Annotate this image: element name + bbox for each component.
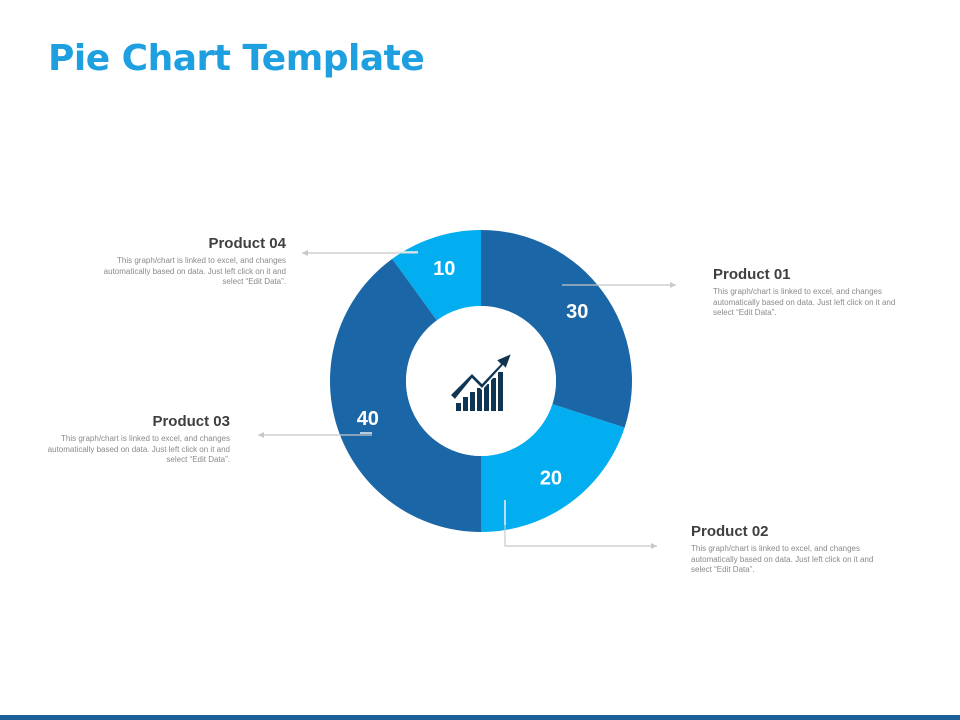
callout-product-04: Product 04 This graph/chart is linked to… <box>86 235 286 288</box>
pie-slice-product-01[interactable] <box>481 230 632 428</box>
arrowhead-icon <box>670 282 676 288</box>
arrowhead-icon <box>651 543 657 549</box>
icon-bar <box>463 397 468 411</box>
icon-bar <box>498 372 503 411</box>
callout-description: This graph/chart is linked to excel, and… <box>713 287 896 317</box>
callout-title: Product 03 <box>152 413 230 430</box>
bottom-accent-bar <box>0 715 960 720</box>
icon-bar <box>456 403 461 411</box>
callout-connectors <box>258 250 676 549</box>
callout-product-02: Product 02 This graph/chart is linked to… <box>691 523 891 576</box>
icon-bar <box>484 384 489 411</box>
arrowhead-icon <box>258 432 264 438</box>
donut-slices <box>329 230 632 532</box>
callout-title: Product 01 <box>713 266 791 283</box>
slice-value-label: 40 <box>357 408 379 430</box>
growth-chart-arrow-icon <box>448 351 514 411</box>
callout-description: This graph/chart is linked to excel, and… <box>47 434 230 464</box>
slice-value-label: 10 <box>433 258 455 280</box>
slice-labels: 30 20 40 10 <box>357 258 589 489</box>
trend-arrow-icon <box>448 351 514 402</box>
icon-bar <box>477 388 482 411</box>
callout-product-03: Product 03 This graph/chart is linked to… <box>30 413 230 466</box>
slide-title: Pie Chart Template <box>48 38 425 79</box>
callout-product-01: Product 01 This graph/chart is linked to… <box>713 266 913 319</box>
pie-slice-product-03[interactable] <box>329 258 481 532</box>
pie-slice-product-02[interactable] <box>481 404 625 532</box>
callout-title: Product 02 <box>691 523 769 540</box>
slice-value-label: 30 <box>566 301 588 323</box>
icon-bar <box>491 378 496 411</box>
callout-description: This graph/chart is linked to excel, and… <box>691 544 874 574</box>
callout-description: This graph/chart is linked to excel, and… <box>103 256 286 286</box>
arrowhead-icon <box>302 250 308 256</box>
icon-bar <box>470 392 475 411</box>
slice-value-label: 20 <box>540 467 562 489</box>
callout-title: Product 04 <box>208 235 286 252</box>
